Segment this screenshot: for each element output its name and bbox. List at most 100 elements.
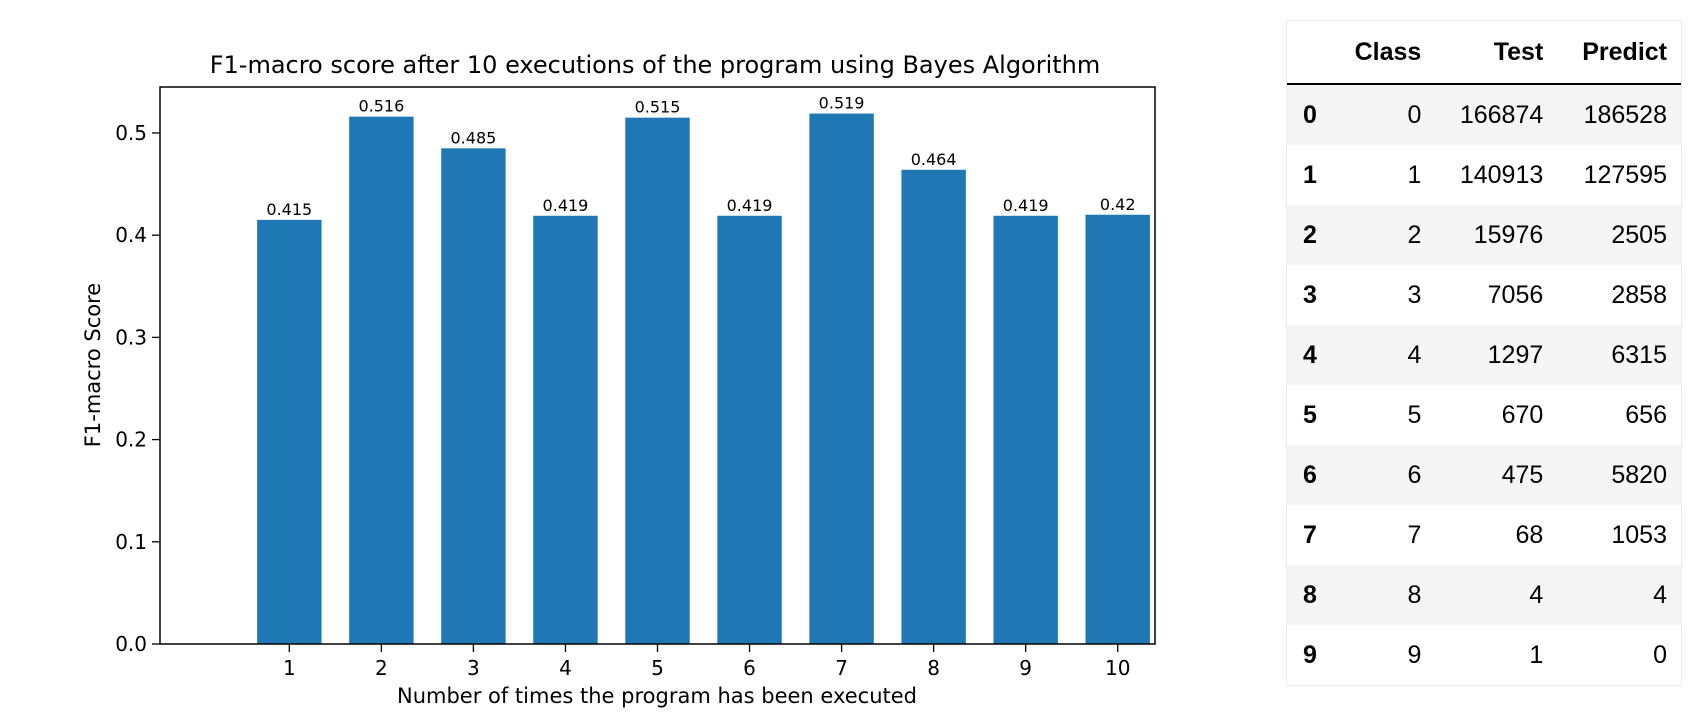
y-axis-label: F1-macro Score: [81, 283, 105, 447]
header-test: Test: [1435, 21, 1558, 85]
x-tick-label: 2: [375, 656, 388, 680]
row-index: 7: [1303, 520, 1317, 549]
class-cell: 9: [1407, 640, 1422, 669]
y-tick-label: 0.0: [115, 632, 147, 656]
bar-value-label: 0.515: [635, 98, 681, 117]
table-row: 0 0 166874 186528: [1287, 84, 1681, 145]
row-index: 6: [1303, 460, 1317, 489]
class-counts-table-container: Class Test Predict 0 0 166874 186528 1 1 14091…: [1286, 20, 1682, 686]
bar-value-label: 0.519: [819, 94, 865, 113]
table-row: 4 4 1297 6315: [1287, 325, 1681, 385]
class-cell: 8: [1407, 580, 1422, 609]
class-cell: 5: [1407, 400, 1422, 429]
test-cell: 15976: [1473, 220, 1544, 249]
bars-group: [257, 113, 1150, 645]
x-axis-label: Number of times the program has been exe…: [397, 684, 917, 708]
header-index: [1287, 21, 1343, 85]
y-tick-label: 0.5: [115, 121, 147, 145]
bar-chart: F1-macro score after 10 executions of th…: [81, 51, 1156, 708]
predict-cell: 5820: [1611, 460, 1667, 489]
y-tick-label: 0.4: [115, 223, 147, 247]
class-cell: 2: [1407, 220, 1422, 249]
header-predict: Predict: [1557, 21, 1681, 85]
bar-6: [717, 215, 782, 645]
class-cell: 1: [1407, 160, 1422, 189]
y-tick-label: 0.2: [115, 428, 147, 452]
bar-value-label: 0.516: [358, 97, 404, 116]
class-counts-table: Class Test Predict 0 0 166874 186528 1 1 14091…: [1287, 21, 1681, 685]
predict-cell: 2858: [1611, 280, 1667, 309]
bar-8: [901, 169, 966, 644]
bar-value-label: 0.419: [543, 196, 589, 215]
table-row: 7 7 68 1053: [1287, 505, 1681, 565]
row-index: 9: [1303, 640, 1317, 669]
bar-10: [1085, 214, 1150, 644]
header-class: Class: [1342, 21, 1436, 85]
table-row: 1 1 140913 127595: [1287, 145, 1681, 205]
predict-cell: 2505: [1611, 220, 1667, 249]
predict-cell: 656: [1625, 400, 1667, 429]
bar-7: [809, 113, 874, 644]
bar-2: [349, 116, 414, 644]
chart-title: F1-macro score after 10 executions of th…: [210, 51, 1101, 79]
table-row: 9 9 1 0: [1287, 625, 1681, 685]
bar-4: [533, 215, 598, 645]
bar-value-label: 0.419: [1003, 196, 1049, 215]
predict-cell: 186528: [1583, 100, 1667, 129]
bar-value-label: 0.415: [266, 200, 312, 219]
x-tick-label: 9: [1019, 656, 1032, 680]
row-index: 8: [1303, 580, 1317, 609]
row-index: 5: [1303, 400, 1317, 429]
y-tick-label: 0.1: [115, 530, 147, 554]
table-row: 6 6 475 5820: [1287, 445, 1681, 505]
table-row: 3 3 7056 2858: [1287, 265, 1681, 325]
predict-cell: 1053: [1611, 520, 1667, 549]
bar-1: [257, 219, 322, 645]
predict-cell: 0: [1653, 640, 1667, 669]
predict-cell: 4: [1653, 580, 1667, 609]
x-tick-label: 6: [743, 656, 756, 680]
class-cell: 0: [1407, 100, 1422, 129]
row-index: 0: [1303, 100, 1317, 129]
bar-value-label: 0.419: [727, 196, 773, 215]
bar-9: [993, 215, 1058, 645]
bar-labels-group: 0.415 0.516 0.485 0.419 0.515 0.419 0.519 0.464…: [266, 94, 1135, 219]
x-tick-label: 10: [1105, 656, 1130, 680]
class-cell: 7: [1407, 520, 1422, 549]
test-cell: 140913: [1459, 160, 1544, 189]
x-axis: 1 2 3 4 5 6 7 8 9 10: [283, 644, 1130, 680]
predict-cell: 6315: [1611, 340, 1667, 369]
x-tick-label: 1: [283, 656, 296, 680]
test-cell: 670: [1501, 400, 1544, 429]
class-cell: 6: [1407, 460, 1422, 489]
y-tick-label: 0.3: [115, 325, 147, 349]
bar-value-label: 0.464: [911, 150, 957, 169]
x-tick-label: 7: [835, 656, 848, 680]
x-tick-label: 3: [467, 656, 480, 680]
test-cell: 68: [1515, 520, 1544, 549]
bar-5: [625, 117, 690, 645]
test-cell: 1: [1529, 640, 1544, 669]
table-body: 0 0 166874 186528 1 1 140913 127595 2 2 15976 2505 3…: [1287, 84, 1681, 685]
test-cell: 4: [1529, 580, 1544, 609]
table-row: 5 5 670 656: [1287, 385, 1681, 445]
test-cell: 166874: [1459, 100, 1544, 129]
table-header-row: Class Test Predict: [1287, 21, 1681, 85]
bar-value-label: 0.42: [1100, 195, 1136, 214]
row-index: 2: [1303, 220, 1317, 249]
test-cell: 1297: [1487, 340, 1544, 369]
predict-cell: 127595: [1583, 160, 1667, 189]
row-index: 4: [1303, 340, 1317, 369]
table-row: 2 2 15976 2505: [1287, 205, 1681, 265]
bar-3: [441, 148, 506, 644]
bar-value-label: 0.485: [451, 128, 497, 147]
x-tick-label: 8: [927, 656, 940, 680]
table-row: 8 8 4 4: [1287, 565, 1681, 625]
x-tick-label: 4: [559, 656, 572, 680]
x-tick-label: 5: [651, 656, 664, 680]
test-cell: 475: [1501, 460, 1544, 489]
class-cell: 4: [1407, 340, 1422, 369]
row-index: 1: [1303, 160, 1317, 189]
class-cell: 3: [1407, 280, 1422, 309]
row-index: 3: [1303, 280, 1317, 309]
